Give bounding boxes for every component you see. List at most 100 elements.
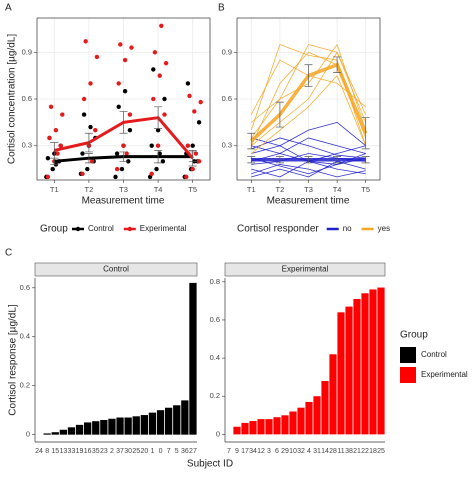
x-tick-label: 5: [175, 448, 179, 455]
x-tick-label: 31: [313, 448, 321, 455]
bar: [92, 421, 100, 435]
data-point: [93, 127, 98, 133]
plot-border: [36, 17, 211, 181]
data-point: [149, 143, 154, 148]
data-point: [152, 50, 158, 55]
data-point: [81, 96, 87, 102]
x-tick-label: 34: [249, 448, 257, 455]
data-point: [85, 166, 90, 172]
data-point: [193, 151, 199, 156]
error-bar: [84, 132, 93, 153]
bar: [148, 412, 157, 435]
bar: [51, 432, 59, 435]
data-point: [124, 151, 129, 156]
data-point: [185, 81, 191, 86]
bar: [377, 287, 385, 435]
y-tick-label: 0.3: [22, 141, 32, 150]
legend-key: [400, 347, 416, 363]
bar: [59, 429, 67, 435]
error-bar: [188, 150, 197, 167]
bar: [297, 407, 305, 435]
data-point: [162, 112, 167, 117]
legend-label: Experimental: [140, 224, 187, 233]
data-point: [114, 151, 120, 156]
x-tick-label: 35: [92, 448, 100, 455]
data-point: [50, 166, 55, 172]
data-point: [60, 112, 65, 117]
bar: [361, 293, 369, 435]
bar: [313, 396, 321, 435]
data-point: [58, 143, 63, 148]
bar: [337, 312, 345, 435]
legend-label: yes: [378, 224, 390, 233]
x-axis-title: Measurement time: [267, 196, 350, 207]
x-tick-label: 2: [110, 448, 114, 455]
x-tick-label: 25: [132, 448, 140, 455]
data-point: [47, 135, 52, 141]
data-point: [83, 39, 88, 44]
y-tick-label: 0: [26, 430, 30, 439]
bar: [132, 416, 140, 435]
bar: [241, 422, 249, 435]
bar: [329, 354, 337, 435]
x-tick-label: T3: [304, 185, 313, 194]
x-tick-label: T1: [247, 185, 256, 194]
data-point: [149, 171, 154, 176]
x-tick-label: 27: [189, 448, 197, 455]
facet-strip: [34, 262, 198, 277]
plot-border: [236, 17, 381, 181]
y-tick-label: 0.2: [20, 381, 30, 390]
bar: [165, 407, 173, 435]
subject-line: [251, 75, 367, 154]
x-tick-label: 0: [159, 448, 163, 455]
x-tick-label: T4: [333, 185, 342, 194]
error-bar: [119, 111, 128, 134]
data-point: [80, 171, 85, 176]
legend-label: no: [343, 224, 352, 233]
data-point: [80, 151, 85, 156]
data-point: [155, 127, 161, 133]
bar: [43, 433, 51, 435]
error-bar: [84, 153, 93, 164]
legend-key-dot: [127, 226, 132, 232]
error-bar: [304, 156, 313, 164]
data-point: [119, 166, 125, 172]
data-point: [163, 60, 169, 66]
x-tick-label: 14: [321, 448, 329, 455]
legend-key: [400, 367, 416, 383]
bar: [257, 419, 265, 435]
data-point: [114, 166, 120, 172]
error-bar: [333, 56, 342, 73]
subject-line: [251, 121, 366, 147]
error-bar: [361, 117, 370, 150]
data-point: [122, 57, 128, 63]
subject-line: [251, 51, 367, 147]
data-point: [190, 166, 195, 172]
bar: [100, 419, 108, 435]
legend-title: Group: [400, 330, 428, 341]
x-tick-label: 4: [307, 448, 311, 455]
x-tick-label: 6: [275, 448, 279, 455]
subject-line: [250, 44, 367, 139]
x-tick-label: 23: [100, 448, 108, 455]
facet-title: Control: [103, 265, 129, 274]
x-tick-label: 12: [257, 448, 265, 455]
bar: [75, 424, 84, 435]
x-tick-label: T2: [276, 185, 285, 194]
y-tick-label: 0: [216, 429, 220, 438]
bar: [353, 298, 361, 435]
x-tick-label: 37: [116, 448, 124, 455]
y-tick-label: 0.6: [210, 315, 220, 324]
data-point: [151, 67, 156, 72]
y-tick-label: 0.6: [22, 94, 32, 103]
x-tick-label: T4: [154, 185, 163, 194]
panel-label: A: [5, 3, 12, 14]
data-point: [53, 127, 59, 133]
x-tick-label: T5: [188, 185, 197, 194]
data-point: [196, 159, 202, 164]
y-tick-label: 0.3: [222, 141, 232, 150]
error-bar: [275, 156, 284, 164]
data-point: [116, 104, 121, 109]
y-axis-title: Cortisol concentration [µg/dL]: [7, 34, 18, 164]
